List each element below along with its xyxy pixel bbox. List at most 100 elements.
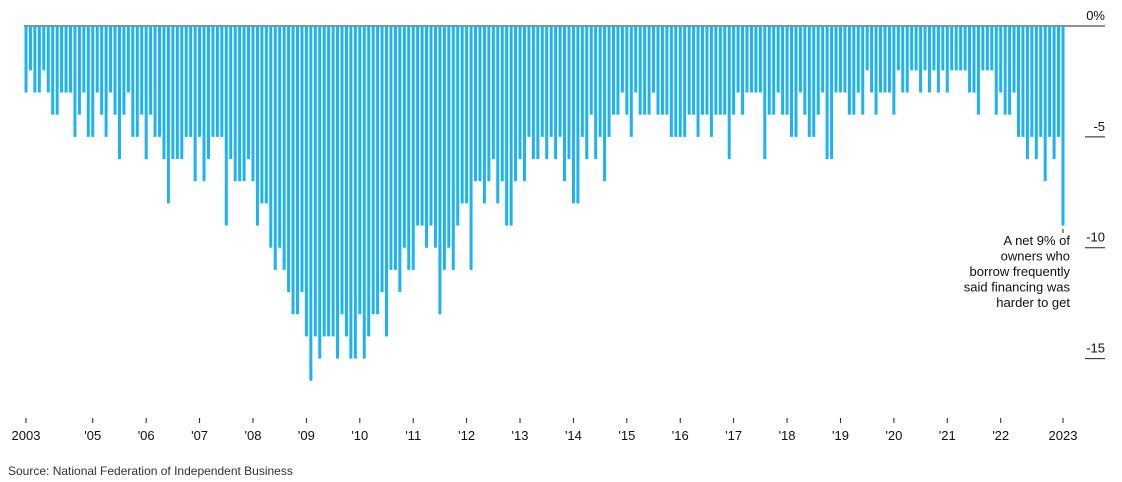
y-tick-label: -10 bbox=[1086, 230, 1105, 245]
bar bbox=[790, 26, 794, 137]
annotation: borrow frequently bbox=[970, 264, 1071, 279]
bar bbox=[376, 26, 380, 315]
bar bbox=[233, 26, 237, 182]
bar bbox=[251, 26, 255, 182]
bar bbox=[812, 26, 816, 137]
bar bbox=[785, 26, 789, 115]
bar bbox=[571, 26, 575, 204]
x-tick-label: '07 bbox=[191, 428, 208, 443]
bar bbox=[180, 26, 184, 160]
bar bbox=[999, 26, 1003, 93]
bar bbox=[135, 26, 139, 137]
bar bbox=[923, 26, 927, 71]
bar bbox=[242, 26, 246, 182]
bar bbox=[238, 26, 242, 182]
bar bbox=[594, 26, 598, 160]
bar bbox=[919, 26, 923, 93]
bar bbox=[879, 26, 883, 93]
bar bbox=[616, 26, 620, 115]
bar bbox=[273, 26, 277, 270]
bar bbox=[189, 26, 193, 137]
bar bbox=[1043, 26, 1047, 182]
x-tick-label: '15 bbox=[618, 428, 635, 443]
bar bbox=[24, 26, 28, 93]
bar bbox=[754, 26, 758, 93]
bar bbox=[861, 26, 865, 115]
x-tick-label: '05 bbox=[84, 428, 101, 443]
x-tick-label: '10 bbox=[351, 428, 368, 443]
annotation: said financing was bbox=[964, 280, 1071, 295]
bar bbox=[95, 26, 99, 93]
bar bbox=[611, 26, 615, 115]
bar bbox=[51, 26, 55, 115]
bar bbox=[82, 26, 86, 93]
bar bbox=[683, 26, 687, 137]
bar bbox=[505, 26, 509, 226]
bar bbox=[598, 26, 602, 137]
bar bbox=[60, 26, 64, 93]
bar bbox=[322, 26, 326, 337]
bar bbox=[487, 26, 491, 182]
bar bbox=[892, 26, 896, 115]
bar bbox=[629, 26, 633, 137]
bar bbox=[976, 26, 980, 115]
bar bbox=[295, 26, 299, 315]
bar bbox=[215, 26, 219, 137]
bar bbox=[901, 26, 905, 93]
bar bbox=[86, 26, 90, 137]
bar bbox=[389, 26, 393, 270]
bar bbox=[1061, 26, 1065, 226]
bar bbox=[758, 26, 762, 93]
bar bbox=[264, 26, 268, 204]
bar bbox=[282, 26, 286, 270]
bar bbox=[687, 26, 691, 115]
bar bbox=[1030, 26, 1034, 137]
bar bbox=[749, 26, 753, 93]
bar bbox=[665, 26, 669, 115]
y-tick-label: -5 bbox=[1093, 119, 1105, 134]
bar bbox=[567, 26, 571, 160]
bar bbox=[825, 26, 829, 160]
bar bbox=[647, 26, 651, 115]
x-tick-label: '20 bbox=[885, 428, 902, 443]
bar bbox=[856, 26, 860, 93]
bar bbox=[554, 26, 558, 160]
bar bbox=[402, 26, 406, 248]
x-tick-label: '12 bbox=[458, 428, 475, 443]
bar bbox=[438, 26, 442, 315]
bar bbox=[64, 26, 68, 93]
bar bbox=[531, 26, 535, 160]
bar bbox=[652, 26, 656, 93]
bar bbox=[474, 26, 478, 182]
bar bbox=[963, 26, 967, 71]
bar bbox=[304, 26, 308, 337]
bar bbox=[643, 26, 647, 115]
bar bbox=[887, 26, 891, 93]
bar bbox=[896, 26, 900, 71]
x-tick-label: '18 bbox=[779, 428, 796, 443]
bar bbox=[442, 26, 446, 270]
bar bbox=[371, 26, 375, 315]
bar bbox=[843, 26, 847, 93]
bar bbox=[865, 26, 869, 71]
bar bbox=[1003, 26, 1007, 115]
bar bbox=[941, 26, 945, 71]
bar bbox=[140, 26, 144, 115]
bar bbox=[589, 26, 593, 115]
bar bbox=[171, 26, 175, 160]
bar bbox=[255, 26, 259, 226]
y-tick-label: 0% bbox=[1086, 8, 1105, 23]
bar bbox=[260, 26, 264, 204]
x-tick-label: '19 bbox=[832, 428, 849, 443]
bar bbox=[380, 26, 384, 293]
bar bbox=[1048, 26, 1052, 137]
bar bbox=[994, 26, 998, 115]
x-tick-label: 2023 bbox=[1049, 428, 1078, 443]
bar bbox=[656, 26, 660, 115]
bar bbox=[932, 26, 936, 71]
bar bbox=[852, 26, 856, 115]
bar bbox=[220, 26, 224, 137]
bar bbox=[745, 26, 749, 93]
bar bbox=[309, 26, 313, 381]
